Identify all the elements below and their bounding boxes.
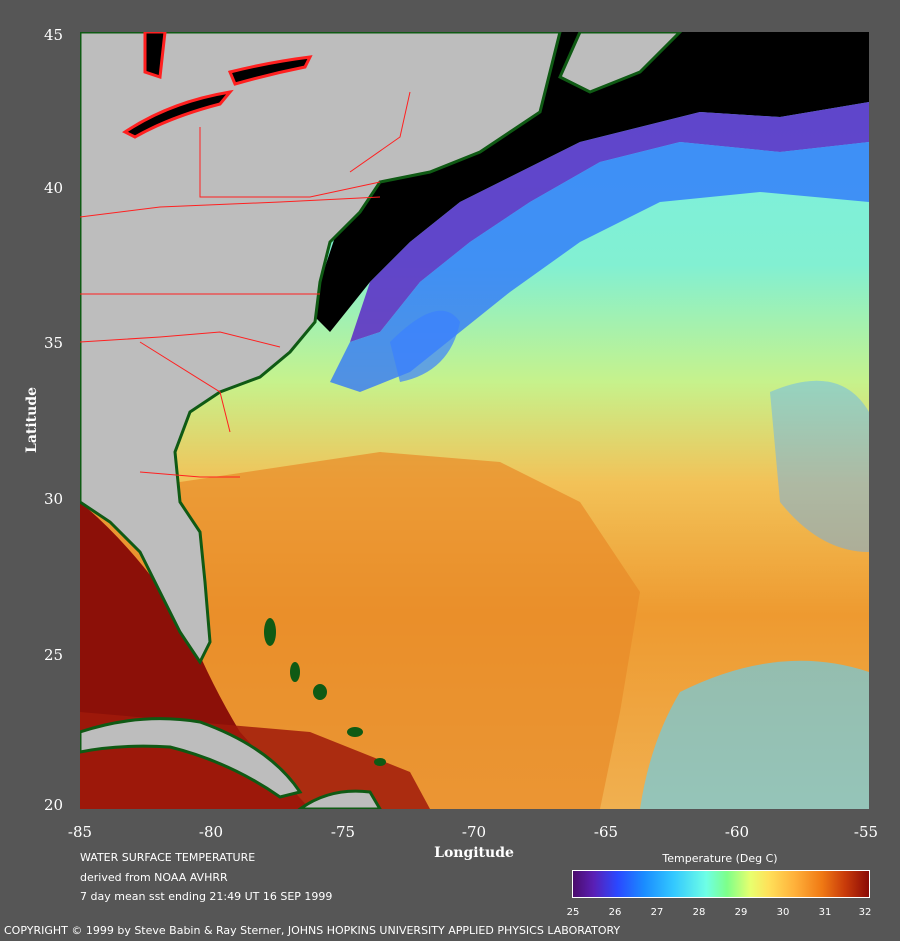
colorbar [572, 870, 870, 898]
y-tick: 45 [44, 26, 64, 44]
cold-shelf-water [350, 102, 869, 342]
x-tick: -75 [330, 823, 356, 841]
info-period: 7 day mean sst ending 21:49 UT 16 SEP 19… [80, 890, 333, 903]
colorbar-tick: 28 [692, 907, 706, 918]
x-tick: -85 [67, 823, 93, 841]
colorbar-tick: 30 [776, 907, 790, 918]
y-tick: 35 [44, 334, 64, 352]
land-hispaniola [297, 789, 382, 809]
cool-eddy [390, 310, 460, 382]
x-tick: -80 [198, 823, 224, 841]
info-title: WATER SURFACE TEMPERATURE [80, 851, 256, 864]
x-tick: -65 [593, 823, 619, 841]
colorbar-tick: 31 [818, 907, 832, 918]
y-tick: 25 [44, 646, 64, 664]
x-axis-label: Longitude [434, 845, 514, 861]
y-tick: 20 [44, 796, 64, 814]
colorbar-tick: 27 [650, 907, 664, 918]
y-tick: 30 [44, 490, 64, 508]
land-cuba [80, 717, 303, 799]
east-cool-patch [770, 380, 869, 552]
land-nova-scotia [558, 32, 683, 94]
x-tick: -55 [853, 823, 879, 841]
x-tick: -70 [461, 823, 487, 841]
sst-map [80, 32, 869, 809]
colorbar-tick: 32 [858, 907, 872, 918]
colorbar-tick: 25 [566, 907, 580, 918]
state-boundaries [80, 91, 411, 478]
cool-water-band [330, 142, 869, 392]
great-lakes [122, 32, 313, 139]
x-tick: -60 [724, 823, 750, 841]
colorbar-title: Temperature (Deg C) [662, 852, 778, 865]
y-axis-label: Latitude [24, 386, 40, 454]
colorbar-tick: 29 [734, 907, 748, 918]
southeast-cool-patch [640, 660, 869, 809]
colorbar-tick: 26 [608, 907, 622, 918]
copyright-notice: COPYRIGHT © 1999 by Steve Babin & Ray St… [4, 924, 621, 937]
info-source: derived from NOAA AVHRR [80, 871, 228, 884]
y-tick: 40 [44, 179, 64, 197]
bahamas [264, 618, 386, 766]
